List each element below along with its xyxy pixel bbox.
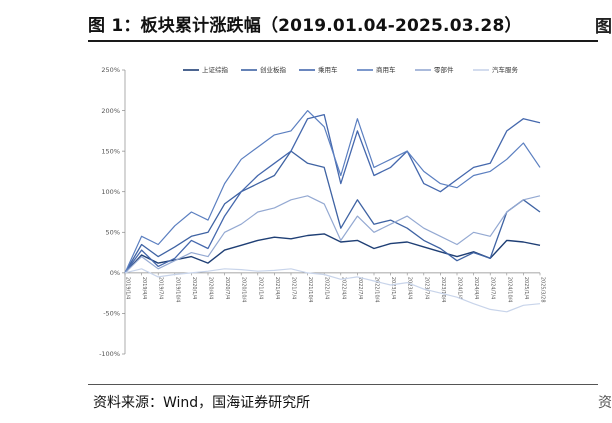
x-tick-label: 2025/3/28 xyxy=(540,277,546,303)
chart-area: -100% -50% 0% 50% 100% 150% 200% 250% 2019/1/4 20… xyxy=(88,56,598,378)
legend-label: 乘用车 xyxy=(318,65,338,74)
y-tick-label: 150% xyxy=(101,147,120,155)
x-tick-label: 2021/7/4 xyxy=(291,277,297,299)
x-tick-label: 2023/7/4 xyxy=(423,277,429,299)
x-tick-label: 2024/1/4 xyxy=(457,277,463,299)
legend-label: 上证综指 xyxy=(202,65,229,74)
x-tick-label: 2024/4/4 xyxy=(473,277,479,299)
x-tick-label: 2020/7/4 xyxy=(224,277,230,299)
series-line-5 xyxy=(124,195,541,274)
x-tick-label: 2020/10/4 xyxy=(241,277,247,303)
x-tick-label: 2024/10/4 xyxy=(506,277,512,303)
x-tick-label: 2022/1/4 xyxy=(324,277,330,299)
x-tick-label: 2021/10/4 xyxy=(307,277,313,303)
x-tick-label: 2022/7/4 xyxy=(357,277,363,299)
figure-title: 图 1：板块累计涨跌幅（2019.01.04-2025.03.28） xyxy=(88,15,522,36)
legend-label: 零部件 xyxy=(434,65,454,74)
x-tick-label: 2019/4/4 xyxy=(141,277,147,299)
title-row: 图 1：板块累计涨跌幅（2019.01.04-2025.03.28） xyxy=(88,8,612,38)
x-tick-label: 2025/1/4 xyxy=(523,277,529,299)
x-tick-label: 2023/1/4 xyxy=(390,277,396,299)
y-tick-label: -100% xyxy=(99,350,120,358)
edge-glyph-bottom: 资 xyxy=(598,395,612,411)
legend-label: 汽车服务 xyxy=(492,65,519,74)
source-note: 资料来源：Wind，国海证券研究所 xyxy=(93,395,311,411)
edge-glyph-top: 图 xyxy=(595,17,612,37)
series-line-4 xyxy=(124,110,541,274)
x-tick-label: 2022/4/4 xyxy=(340,277,346,299)
x-tick-label: 2019/7/4 xyxy=(158,277,164,299)
x-tick-label: 2020/4/4 xyxy=(208,277,214,299)
x-tick-label: 2022/10/4 xyxy=(374,277,380,303)
y-tick-label: 50% xyxy=(106,228,120,236)
x-tick-label: 2023/4/4 xyxy=(407,277,413,299)
series-line-6 xyxy=(124,268,541,313)
title-rule xyxy=(88,40,598,42)
y-tick-label: 0% xyxy=(110,269,120,277)
x-tick-label: 2019/10/4 xyxy=(174,277,180,303)
x-tick-label: 2021/4/4 xyxy=(274,277,280,299)
x-tick-label: 2021/1/4 xyxy=(257,277,263,299)
series-line-2 xyxy=(124,150,541,274)
legend-label: 创业板指 xyxy=(260,65,287,74)
x-tick-label: 2020/1/4 xyxy=(191,277,197,299)
y-tick-label: 200% xyxy=(101,107,120,115)
y-tick-label: 250% xyxy=(101,66,120,74)
x-tick-label: 2023/10/4 xyxy=(440,277,446,303)
x-tick-label: 2024/7/4 xyxy=(490,277,496,299)
y-tick-label: -50% xyxy=(103,310,120,318)
series-line-1 xyxy=(124,233,541,274)
series-line-3 xyxy=(124,113,541,274)
y-tick-label: 100% xyxy=(101,188,120,196)
legend-label: 商用车 xyxy=(376,65,396,74)
line-chart: -100% -50% 0% 50% 100% 150% 200% 250% 2019/1/4 20… xyxy=(99,65,546,358)
x-tick-label: 2019/1/4 xyxy=(125,277,131,299)
footer-rule xyxy=(88,384,598,385)
